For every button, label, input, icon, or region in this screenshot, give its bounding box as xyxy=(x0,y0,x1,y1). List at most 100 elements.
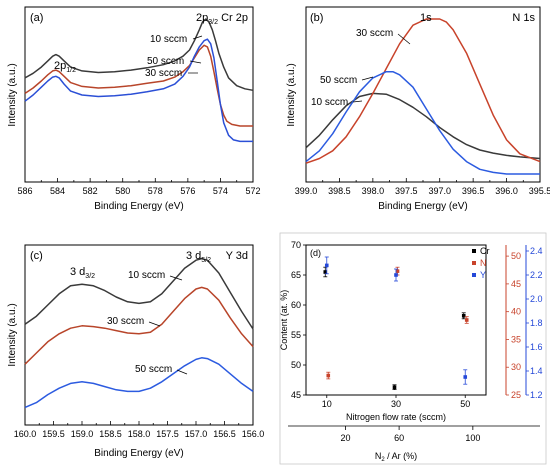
panel-b-annotation-30sccm: 30 sccm xyxy=(356,28,393,39)
panel-b-annotation-30sccm-pointer xyxy=(397,33,411,45)
panel-a-x-axis: 586 584 582 580 578 576 574 572 xyxy=(17,178,261,196)
panel-b-corner-label: N 1s xyxy=(512,12,535,24)
panel-d-y-axis-label: Content (at. %) xyxy=(279,290,289,351)
panel-d-point-cr xyxy=(461,314,466,318)
panel-c-x-tick-label: 156.0 xyxy=(242,429,265,439)
panel-c-annotation-50sccm-pointer xyxy=(176,369,188,375)
panel-c-series-line-1 xyxy=(24,286,254,365)
panel-c-annotation-30sccm-pointer xyxy=(148,321,161,327)
panel-a-label: (a) xyxy=(30,12,43,24)
panel-d-y-tick-label-left: 60 xyxy=(291,300,301,310)
panel-d-y-tick-label-blue: 1.4 xyxy=(530,366,543,376)
panel-d-x-tick-label: 30 xyxy=(391,399,401,409)
panel-c-x-axis: 160.0 159.5 159.0 158.5 158.0 157.5 157.0 156.5… xyxy=(14,421,265,439)
panel-d-x2-label-sub: 2 xyxy=(381,457,385,463)
panel-d-y-tick-label-red: 30 xyxy=(511,362,521,372)
panel-d-legend-label-n: N xyxy=(480,258,487,268)
panel-a-x-tick-label: 574 xyxy=(213,186,228,196)
panel-c-x-tick-label: 156.5 xyxy=(213,429,236,439)
panel-d-border xyxy=(279,232,547,465)
panel-b-x-tick-label: 395.5 xyxy=(529,186,550,196)
panel-c-peak-label-3d32: 3 d3/2 xyxy=(70,266,95,280)
panel-d-point-y xyxy=(324,263,329,268)
panel-d-point-n xyxy=(464,318,469,322)
panel-d-y-tick-label-blue: 1.2 xyxy=(530,390,543,400)
panel-d-y-tick-label-red: 25 xyxy=(511,390,521,400)
panel-b-series-line-0 xyxy=(305,92,541,160)
panel-b-x-axis-label: Binding Energy (eV) xyxy=(378,201,468,212)
panel-b-series-line-1 xyxy=(305,18,541,164)
panel-d: (d) 10 30 50 45 50 55 60 65 70 25 30 35 40 45 50 1.2 1.4… xyxy=(279,232,547,465)
panel-b: (b) N 1s 399.0 398.5 398.0 397.5 397.0 396.5 3… xyxy=(286,6,550,212)
panel-c-x-tick-label: 157.0 xyxy=(185,429,208,439)
panel-a-x-tick-label: 576 xyxy=(180,186,195,196)
panel-d-legend-marker-n xyxy=(472,261,476,265)
panel-b-series-line-2 xyxy=(305,70,540,175)
panel-d-legend-label-cr: Cr xyxy=(480,246,490,256)
panel-b-x-tick-label: 399.0 xyxy=(295,186,318,196)
panel-c-series-line-2 xyxy=(24,357,254,409)
panel-d-point-cr xyxy=(323,270,328,274)
panel-b-y-axis-label: Intensity (a.u.) xyxy=(286,63,297,126)
panel-a-annotation-10sccm-pointer xyxy=(192,35,203,40)
panel-d-legend: Cr NY xyxy=(472,246,490,280)
panel-c-peak-base-2: 3 d xyxy=(186,250,201,262)
panel-d-label: (d) xyxy=(310,248,321,258)
panel-d-point-y xyxy=(394,273,398,277)
panel-c-annotation-50sccm: 50 sccm xyxy=(135,364,172,375)
panel-c-x-tick-label: 158.0 xyxy=(128,429,151,439)
panel-d-y-tick-label-blue: 2.0 xyxy=(530,294,543,304)
panel-b-x-tick-label: 397.5 xyxy=(395,186,418,196)
panel-b-x-tick-label: 398.0 xyxy=(362,186,385,196)
panel-b-x-tick-label: 396.0 xyxy=(495,186,518,196)
panel-d-secondary-x-axis: 20 60 100 xyxy=(340,426,480,443)
panel-c-series-line-0 xyxy=(24,257,254,330)
panel-a-y-axis-label: Intensity (a.u.) xyxy=(7,63,18,126)
panel-d-point-n xyxy=(395,269,400,273)
panel-c-label: (c) xyxy=(30,250,43,262)
panel-d-x-tick-label: 10 xyxy=(322,399,332,409)
panel-b-peak-label-1s: 1s xyxy=(420,12,432,24)
panel-c-peak-label-3d52: 3 d5/2 xyxy=(186,250,211,264)
panel-d-legend-label-y: Y xyxy=(480,270,486,280)
panel-d-y-tick-label-red: 45 xyxy=(511,279,521,289)
panel-b-label: (b) xyxy=(310,12,323,24)
panel-a-series xyxy=(24,18,254,143)
panel-a-peak-label-2p32: 2p3/2 xyxy=(196,12,218,26)
panel-d-x-axis-label: Nitrogen flow rate (sccm) xyxy=(346,412,446,422)
panel-a-peak-sub-1: 1/2 xyxy=(66,67,76,74)
panel-d-x2-tick-label: 60 xyxy=(394,433,404,443)
panel-b-x-tick-label: 396.5 xyxy=(462,186,485,196)
panel-d-series xyxy=(323,256,469,391)
panel-d-y-tick-label-blue: 2.2 xyxy=(530,270,543,280)
panel-c-peak-base-1: 3 d xyxy=(70,266,85,278)
panel-d-y-tick-label-left: 50 xyxy=(291,360,301,370)
panel-d-y-tick-label-left: 65 xyxy=(291,270,301,280)
panel-d-y-tick-label-red: 40 xyxy=(511,307,521,317)
panel-a-series-line-1 xyxy=(24,44,253,127)
panel-c-x-tick-label: 158.5 xyxy=(99,429,122,439)
panel-b-annotation-50sccm: 50 sccm xyxy=(320,75,357,86)
panel-d-y-tick-label-left: 45 xyxy=(291,390,301,400)
panel-a-series-line-2 xyxy=(24,38,253,143)
panel-b-x-axis: 399.0 398.5 398.0 397.5 397.0 396.5 396.0 395.5 xyxy=(295,178,550,196)
panel-a-peak-base-2: 2p xyxy=(196,12,208,24)
panel-d-x-tick-label: 50 xyxy=(460,399,470,409)
panel-b-x-tick-label: 397.0 xyxy=(428,186,451,196)
panel-a-x-tick-label: 582 xyxy=(83,186,98,196)
panel-b-annotation-10sccm-pointer xyxy=(352,100,363,103)
panel-a-x-axis-label: Binding Energy (eV) xyxy=(94,201,184,212)
panel-a-annotation-30sccm: 30 sccm xyxy=(145,68,182,79)
panel-c-x-axis-label: Binding Energy (eV) xyxy=(94,448,184,459)
panel-d-secondary-x-axis-label: N2 / Ar (%) xyxy=(375,451,417,463)
panel-d-y-tick-label-blue: 1.8 xyxy=(530,318,543,328)
panel-c-peak-sub-1: 3/2 xyxy=(85,273,95,280)
panel-d-x2-label-rest: / Ar (%) xyxy=(385,451,418,461)
panel-a-annotation-50sccm-pointer xyxy=(189,60,202,64)
panel-c-annotation-10sccm-pointer xyxy=(169,275,183,281)
panel-a-peak-sub-2: 3/2 xyxy=(208,19,218,26)
panel-d-axes: 10 30 50 45 50 55 60 65 70 25 30 35 40 45 50 1.2 1.4 1.6 1… xyxy=(291,240,543,409)
panel-a-x-tick-label: 572 xyxy=(245,186,260,196)
panel-d-y-tick-label-red: 50 xyxy=(511,251,521,261)
